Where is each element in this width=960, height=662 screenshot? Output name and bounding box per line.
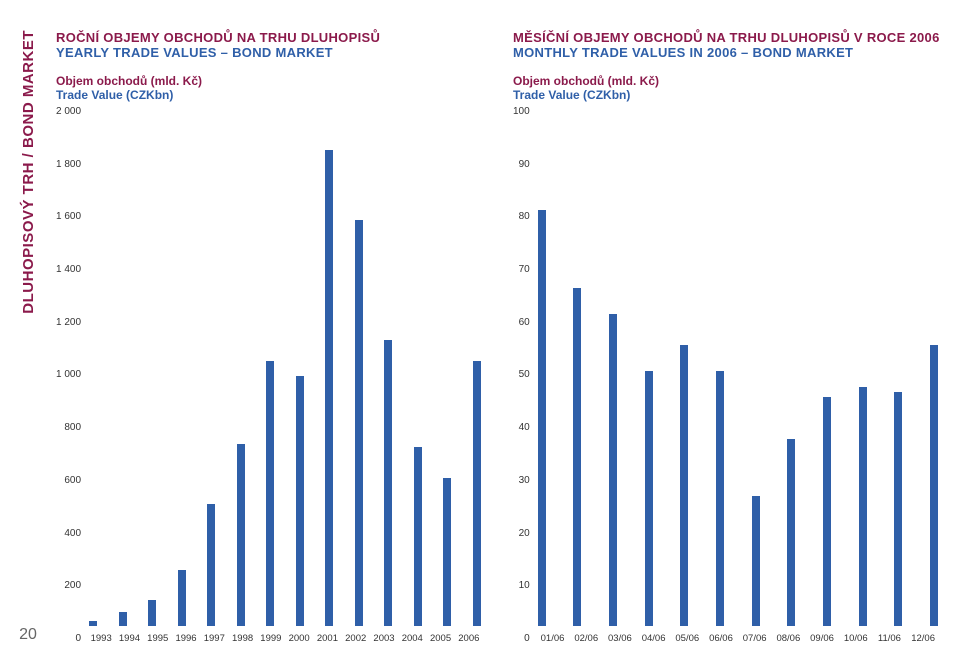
right-x-labels: 01/0602/0603/0604/0605/0606/0607/0608/06… [536,633,940,644]
axis-tick: 1993 [87,633,115,644]
axis-tick: 0 [524,633,530,644]
bar [119,612,127,626]
axis-tick: 70 [519,264,530,275]
sidebar-label: DLUHOPISOVÝ TRH / BOND MARKET [20,30,37,314]
bar [609,314,617,626]
axis-tick: 03/06 [603,633,637,644]
bar [930,345,938,626]
axis-tick: 2004 [398,633,426,644]
axis-tick: 1994 [115,633,143,644]
axis-tick: 11/06 [873,633,907,644]
right-y-labels: 1009080706050403020100 [513,106,536,644]
bar [894,392,902,626]
left-x-labels: 1993199419951996199719981999200020012002… [87,633,483,644]
axis-tick: 10/06 [839,633,873,644]
bar [823,397,831,626]
axis-tick: 80 [519,211,530,222]
bar [443,478,451,626]
page-number: 20 [19,626,37,644]
axis-tick: 1 800 [56,159,81,170]
axis-tick: 2006 [455,633,483,644]
left-sub-cz: Objem obchodů (mld. Kč) [56,74,483,88]
axis-tick: 1998 [228,633,256,644]
axis-tick: 200 [64,580,81,591]
bar [325,150,333,626]
axis-tick: 06/06 [704,633,738,644]
right-plotarea [536,106,940,627]
bar [207,504,215,626]
bar [680,345,688,626]
axis-tick: 01/06 [536,633,570,644]
bar [859,387,867,626]
sidebar: DLUHOPISOVÝ TRH / BOND MARKET 20 [0,0,56,662]
axis-tick: 04/06 [637,633,671,644]
right-plot: 01/0602/0603/0604/0605/0606/0607/0608/06… [536,106,940,644]
axis-tick: 2 000 [56,106,81,117]
bar [384,340,392,626]
right-chart: 1009080706050403020100 01/0602/0603/0604… [513,106,940,644]
axis-tick: 09/06 [805,633,839,644]
axis-tick: 2000 [285,633,313,644]
axis-tick: 12/06 [906,633,940,644]
axis-tick: 1 000 [56,369,81,380]
right-sub-en: Trade Value (CZKbn) [513,88,940,102]
axis-tick: 1999 [257,633,285,644]
axis-tick: 1995 [144,633,172,644]
bar [237,444,245,626]
left-sub-en: Trade Value (CZKbn) [56,88,483,102]
axis-tick: 10 [519,580,530,591]
left-title-en: YEARLY TRADE VALUES – BOND MARKET [56,45,483,60]
axis-tick: 800 [64,422,81,433]
bar [473,361,481,626]
bar [148,600,156,626]
axis-tick: 05/06 [670,633,704,644]
bar [266,361,274,626]
bar [355,220,363,626]
page: DLUHOPISOVÝ TRH / BOND MARKET 20 ROČNÍ O… [0,0,960,662]
axis-tick: 08/06 [772,633,806,644]
left-chart: 2 000 1 800 1 600 1 400 1 200 1 000 800 600 400 2… [56,106,483,644]
bar [296,376,304,626]
axis-tick: 0 [75,633,81,644]
left-plotarea [87,106,483,627]
axis-tick: 2003 [370,633,398,644]
content: ROČNÍ OBJEMY OBCHODŮ NA TRHU DLUHOPISŮ Y… [56,0,960,662]
axis-tick: 30 [519,475,530,486]
axis-tick: 50 [519,369,530,380]
axis-tick: 400 [64,528,81,539]
axis-tick: 1996 [172,633,200,644]
bar [645,371,653,626]
left-plot: 1993199419951996199719981999200020012002… [87,106,483,644]
axis-tick: 1 600 [56,211,81,222]
bar [89,621,97,626]
axis-tick: 02/06 [569,633,603,644]
axis-tick: 1 400 [56,264,81,275]
axis-tick: 1 200 [56,317,81,328]
bar [573,288,581,626]
axis-tick: 20 [519,528,530,539]
bar [752,496,760,626]
axis-tick: 60 [519,317,530,328]
axis-tick: 600 [64,475,81,486]
left-y-labels: 2 000 1 800 1 600 1 400 1 200 1 000 800 600 400 2… [56,106,87,644]
axis-tick: 90 [519,159,530,170]
bar [414,447,422,626]
right-panel: MĚSÍČNÍ OBJEMY OBCHODŮ NA TRHU DLUHOPISŮ… [513,30,940,644]
right-sub-cz: Objem obchodů (mld. Kč) [513,74,940,88]
axis-tick: 2002 [342,633,370,644]
left-title-cz: ROČNÍ OBJEMY OBCHODŮ NA TRHU DLUHOPISŮ [56,30,483,45]
left-panel: ROČNÍ OBJEMY OBCHODŮ NA TRHU DLUHOPISŮ Y… [56,30,483,644]
bar [787,439,795,626]
bar [178,570,186,626]
axis-tick: 40 [519,422,530,433]
axis-tick: 1997 [200,633,228,644]
axis-tick: 2005 [426,633,454,644]
bar [716,371,724,626]
right-title-en: MONTHLY TRADE VALUES IN 2006 – BOND MARK… [513,45,940,60]
axis-tick: 100 [513,106,530,117]
right-title-cz: MĚSÍČNÍ OBJEMY OBCHODŮ NA TRHU DLUHOPISŮ… [513,30,940,45]
axis-tick: 07/06 [738,633,772,644]
bar [538,210,546,626]
axis-tick: 2001 [313,633,341,644]
